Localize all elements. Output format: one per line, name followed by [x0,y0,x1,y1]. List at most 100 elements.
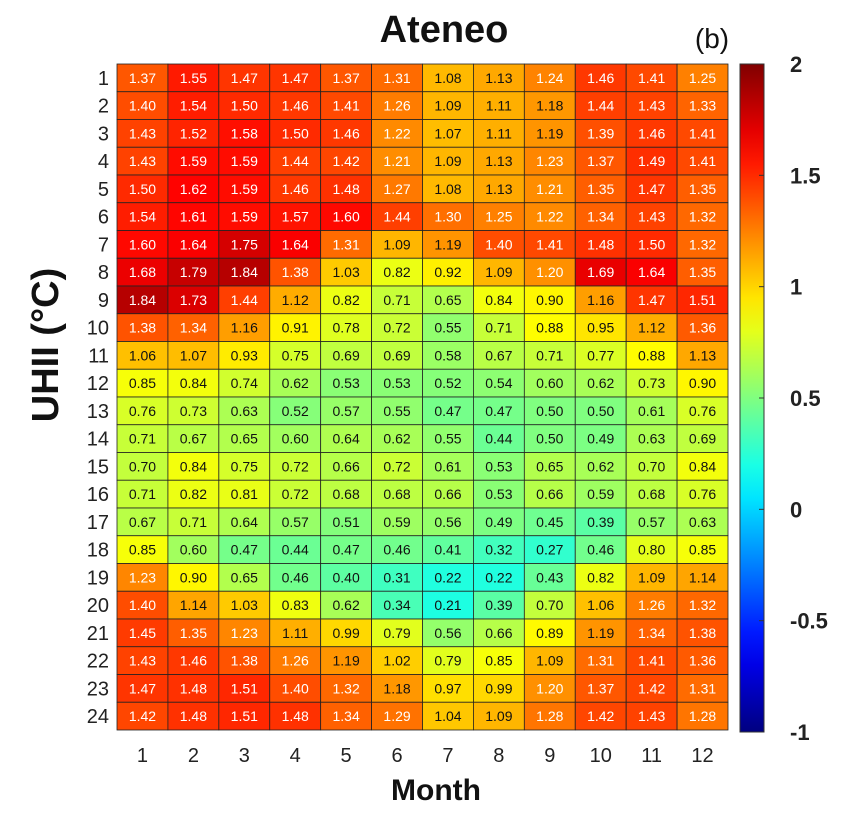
cell-value-label: 1.40 [129,98,156,114]
heatmap-cell [269,424,322,453]
heatmap-cell [473,674,525,703]
heatmap-cell [473,646,525,675]
heatmap-cell [625,341,678,370]
heatmap-cell [625,313,678,342]
heatmap-cell [473,285,525,315]
heatmap-cell [625,230,678,259]
cell-value-label: 0.59 [383,514,410,530]
cell-value-label: 0.72 [383,458,410,474]
cell-value-label: 0.60 [536,375,563,391]
heatmap-cell [371,646,423,675]
cell-value-label: 1.06 [129,347,156,363]
cell-value-label: 0.95 [587,320,614,336]
cell-value-label: 0.65 [231,431,258,447]
cell-value-label: 1.19 [434,236,461,252]
cell-value-label: 1.22 [383,125,410,141]
cell-value-label: 1.31 [587,653,614,669]
y-tick-label: 2 [98,96,109,118]
heatmap-cell [167,230,220,259]
x-tick-label: 12 [691,745,713,767]
heatmap-cell [473,590,525,620]
heatmap-cell [371,174,423,204]
cell-value-label: 1.51 [231,708,258,724]
cell-value-label: 1.43 [638,209,665,225]
heatmap-cell [320,257,372,287]
cell-value-label: 1.23 [129,569,156,585]
cell-value-label: 1.51 [689,292,716,308]
cell-value-label: 0.51 [332,514,359,530]
cell-value-label: 0.59 [587,486,614,502]
heatmap-cell [422,91,474,120]
heatmap-cell [676,563,729,592]
heatmap-cell [116,674,169,703]
cell-value-label: 1.46 [587,70,614,86]
cell-value-label: 0.61 [638,403,665,419]
cell-value-label: 0.56 [434,625,461,641]
cell-value-label: 1.50 [282,125,309,141]
heatmap-cell [371,368,423,398]
colorbar-tick-label: 0 [790,497,802,522]
cell-value-label: 1.41 [536,236,563,252]
heatmap-cell [574,146,627,176]
cell-value-label: 0.45 [536,514,563,530]
heatmap-cell [625,590,678,620]
cell-value-label: 1.48 [332,181,359,197]
cell-value-label: 1.09 [485,264,512,280]
heatmap-cell [269,535,322,564]
cell-value-label: 0.44 [282,542,309,558]
cell-value-label: 0.69 [332,347,359,363]
cell-value-label: 1.38 [231,653,258,669]
cell-value-label: 1.34 [587,209,614,225]
cell-value-label: 1.29 [383,708,410,724]
heatmap-cell [625,257,678,287]
cell-value-label: 0.52 [282,403,309,419]
cell-value-label: 0.53 [332,375,359,391]
cell-value-label: 0.77 [587,347,614,363]
cell-value-label: 0.80 [638,542,665,558]
cell-value-label: 1.37 [332,70,359,86]
x-tick-label: 4 [290,745,301,767]
cell-value-label: 1.32 [332,680,359,696]
cell-value-label: 0.88 [638,347,665,363]
heatmap-cell [320,701,372,731]
heatmap-cell [574,507,627,537]
cell-value-label: 1.41 [332,98,359,114]
cell-value-label: 0.46 [282,569,309,585]
cell-value-label: 0.60 [180,542,207,558]
cell-value-label: 1.44 [587,98,614,114]
x-tick-labels: 1 2 3 4 5 6 7 8 9 10 11 12 [137,745,714,767]
cell-value-label: 1.47 [231,70,258,86]
cell-value-label: 1.07 [180,347,207,363]
heatmap-cell [371,146,423,176]
cell-value-label: 1.03 [332,264,359,280]
cell-value-label: 0.31 [383,569,410,585]
heatmap-cell [167,590,220,620]
cell-value-label: 1.50 [231,98,258,114]
cell-value-label: 1.12 [282,292,309,308]
cell-value-label: 1.43 [638,708,665,724]
cell-value-label: 1.36 [689,320,716,336]
cell-value-label: 1.33 [689,98,716,114]
cell-value-label: 1.23 [536,153,563,169]
heatmap-cell [269,507,322,537]
heatmap-cell [676,230,729,259]
heatmap-cell [218,257,271,287]
heatmap-cell [676,119,729,148]
cell-value-label: 0.85 [129,542,156,558]
cell-value-label: 1.09 [383,236,410,252]
cell-value-label: 0.27 [536,542,563,558]
heatmap-cell [320,119,372,148]
heatmap-cell [422,202,474,231]
cell-value-label: 1.36 [689,653,716,669]
cell-value-label: 1.16 [587,292,614,308]
cell-value-label: 0.84 [689,458,716,474]
heatmap-cell [625,396,678,426]
cell-value-label: 1.09 [434,153,461,169]
heatmap-cell [320,618,372,648]
cell-value-label: 1.43 [129,153,156,169]
heatmap-cell [371,618,423,648]
heatmap-cell [218,285,271,315]
cell-value-label: 1.28 [689,708,716,724]
heatmap-cells [116,63,729,731]
heatmap-cell [116,146,169,176]
